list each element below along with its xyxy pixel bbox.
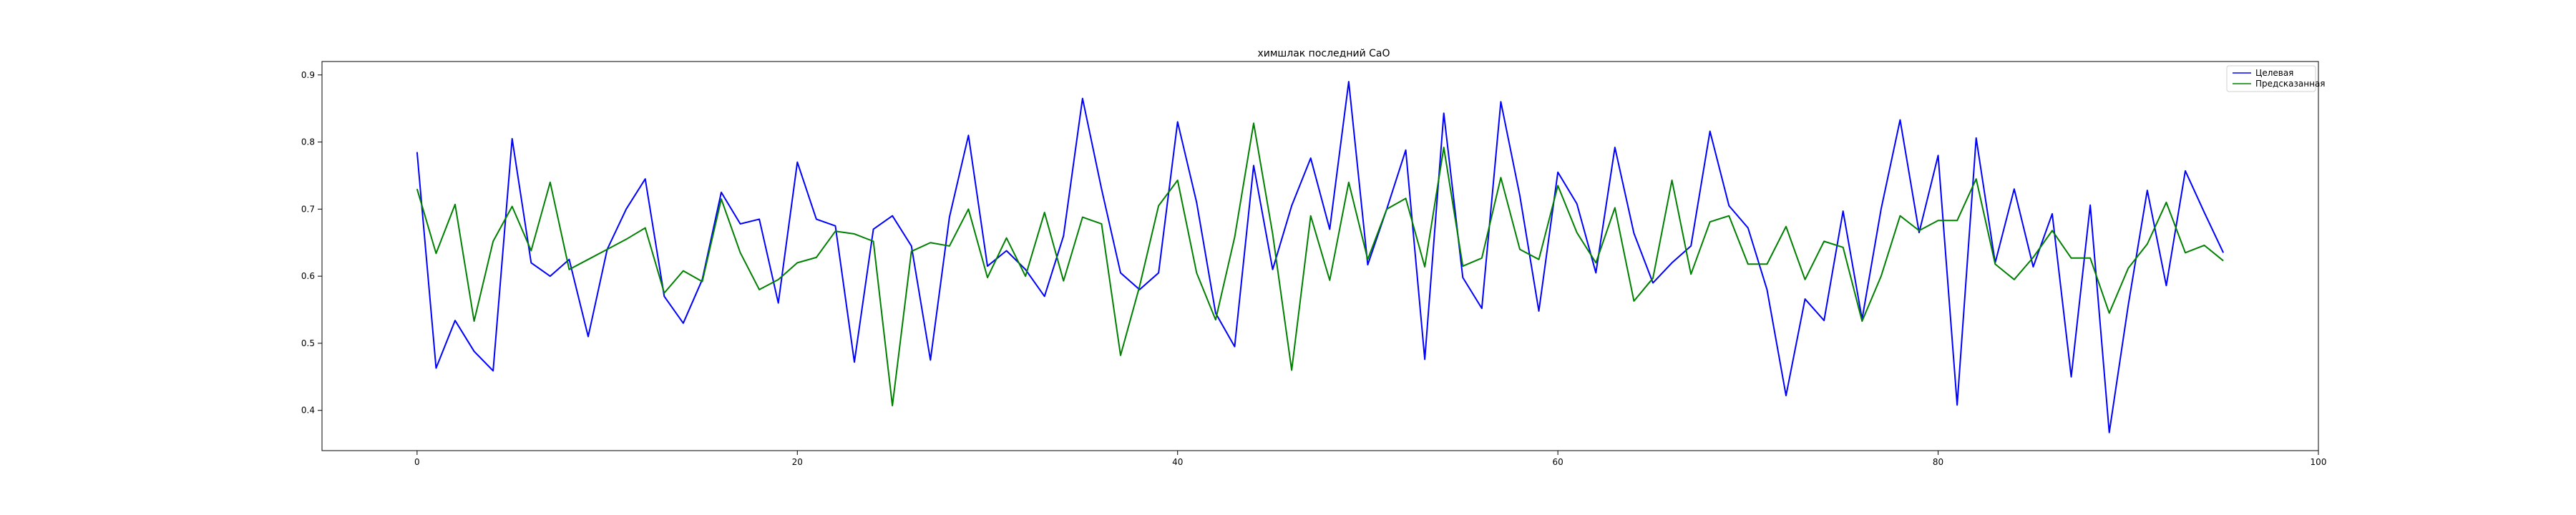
legend-box	[2226, 65, 2316, 92]
x-axis-ticks: 0 20 40 60 80 100	[414, 451, 2326, 467]
series-lines	[416, 81, 2225, 433]
x-tick-label: 40	[1172, 457, 1183, 467]
y-tick-label: 0.9	[301, 70, 315, 80]
y-tick-label: 0.7	[301, 204, 315, 214]
legend: Целевая Предсказанная	[2226, 65, 2326, 92]
x-tick-label: 80	[1933, 457, 1943, 467]
legend-label-predicted: Предсказанная	[2255, 79, 2326, 89]
y-tick-label: 0.4	[301, 406, 315, 416]
y-tick-label: 0.5	[301, 338, 315, 348]
x-tick-label: 100	[2311, 457, 2327, 467]
x-tick-label: 0	[414, 457, 420, 467]
series-line-predicted	[416, 122, 2224, 407]
legend-label-target: Целевая	[2255, 68, 2293, 78]
y-axis-ticks: 0.4 0.5 0.6 0.7 0.8 0.9	[301, 70, 322, 416]
series-line-target	[416, 81, 2225, 433]
plot-frame	[321, 61, 2319, 451]
chart-title: химшлак последний CaO	[1257, 48, 1390, 59]
x-tick-label: 60	[1553, 457, 1563, 467]
x-tick-label: 20	[792, 457, 803, 467]
y-tick-label: 0.6	[301, 271, 315, 281]
y-tick-label: 0.8	[301, 137, 315, 147]
